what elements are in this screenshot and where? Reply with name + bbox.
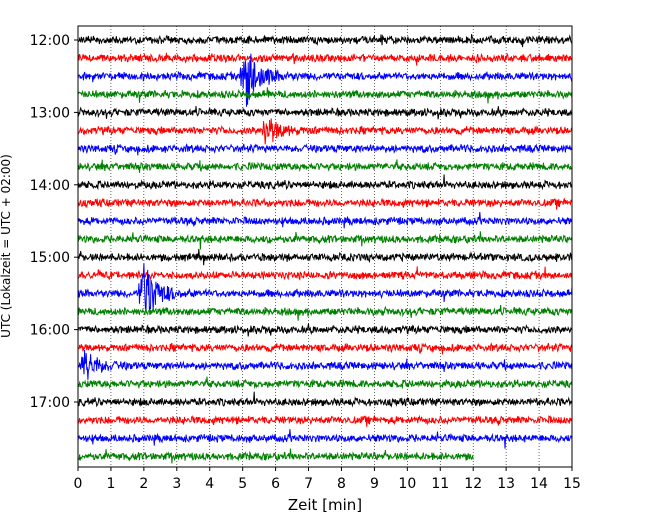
trace-line [77,248,573,266]
x-tick-label: 3 [172,476,181,492]
trace-line [77,231,572,250]
x-tick-label: 0 [74,476,83,492]
x-tick-label: 6 [271,476,280,492]
trace-line [77,53,573,107]
plot-frame [77,25,573,468]
y-tick-label: 15:00 [30,250,70,266]
x-axis-ticks: 0 1 2 3 4 5 6 7 8 9 10 11 12 13 14 15 [74,467,581,492]
trace-line [77,211,573,229]
trace-line [77,34,573,48]
y-tick-label: 13:00 [30,105,70,121]
trace-line [77,305,573,321]
x-tick-label: 8 [337,476,346,492]
x-tick-label: 11 [431,476,449,492]
trace-line [77,118,573,145]
trace-line [77,414,573,427]
trace-line [77,448,474,464]
x-tick-label: 1 [106,476,115,492]
x-axis-label: Zeit [min] [288,496,362,514]
trace-line [77,197,573,210]
trace-line [77,143,573,156]
y-tick-label: 17:00 [30,395,70,411]
x-tick-label: 15 [563,476,581,492]
y-tick-label: 14:00 [30,178,70,194]
trace-line [77,87,573,104]
trace-line [77,391,573,408]
seismic-traces [77,34,573,464]
y-tick-label: 16:00 [30,323,70,339]
x-tick-label: 5 [238,476,247,492]
trace-line [77,429,573,449]
trace-line [77,266,573,281]
x-tick-label: 10 [398,476,416,492]
y-axis-ticks: 12:00 13:00 14:00 15:00 16:00 17:00 [30,33,78,411]
x-tick-label: 2 [139,476,148,492]
y-axis-label: UTC (Lokalzeit = UTC + 02:00) [0,154,13,338]
trace-line [77,159,573,173]
x-tick-label: 13 [497,476,515,492]
x-tick-label: 14 [530,476,548,492]
x-tick-label: 4 [205,476,214,492]
trace-line [77,376,573,390]
trace-line [77,105,573,120]
trace-line [77,342,573,355]
trace-line [77,52,573,66]
trace-line [77,174,573,191]
x-tick-label: 9 [370,476,379,492]
trace-line [77,263,573,312]
trace-line [77,349,573,380]
y-tick-label: 12:00 [30,33,70,49]
x-tick-label: 12 [464,476,482,492]
trace-line [77,323,573,337]
x-tick-label: 7 [304,476,313,492]
